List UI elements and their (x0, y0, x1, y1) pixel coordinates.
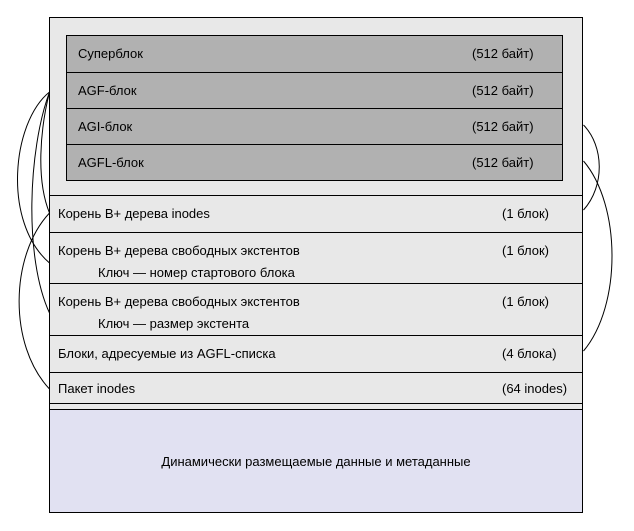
dynamic-data-area: Динамически размещаемые данные и метадан… (50, 409, 582, 512)
agi-block-size: (512 байт) (472, 119, 534, 134)
agfl-addressed-blocks-label: Блоки, адресуемые из AGFL-списка (58, 346, 276, 361)
agf-block-size: (512 байт) (472, 83, 534, 98)
free-extent-btree-root-by-start-row: Корень B+ дерева свободных экстентов Клю… (50, 232, 582, 283)
allocation-group-box: Суперблок (512 байт) AGF-блок (512 байт)… (49, 17, 583, 513)
inode-btree-root-label: Корень B+ дерева inodes (58, 206, 210, 221)
free-extent-btree-root-by-size-key: Ключ — размер экстента (98, 316, 250, 331)
inode-btree-root-size: (1 блок) (502, 206, 550, 221)
agfl-block-size: (512 байт) (472, 155, 534, 170)
agfl-addressed-blocks-size: (4 блока) (502, 346, 557, 361)
inode-btree-root-row: Корень B+ дерева inodes (1 блок) (50, 195, 582, 232)
agf-block-label: AGF-блок (78, 83, 137, 98)
connector-right-agfl-to-agfl-blocks-curve (583, 160, 613, 352)
inode-packet-label: Пакет inodes (58, 381, 136, 396)
superblock-row: Суперблок (512 байт) (67, 36, 562, 72)
free-extent-btree-root-by-start-label: Корень B+ дерева свободных экстентов (58, 243, 300, 258)
free-extent-btree-root-by-size-row: Корень B+ дерева свободных экстентов Клю… (50, 283, 582, 335)
agi-block-label: AGI-блок (78, 119, 133, 134)
free-extent-btree-root-by-size-size: (1 блок) (502, 294, 550, 309)
connector-right-agi-to-inode-root-curve (583, 124, 600, 211)
free-extent-btree-root-by-size-label: Корень B+ дерева свободных экстентов (58, 294, 300, 309)
connector-left-agf-to-extent-root-1-curve (17, 91, 50, 264)
superblock-label: Суперблок (78, 46, 143, 61)
dynamic-data-area-label: Динамически размещаемые данные и метадан… (161, 453, 471, 469)
free-extent-btree-root-by-start-size: (1 блок) (502, 243, 550, 258)
agfl-block-label: AGFL-блок (78, 155, 144, 170)
connector-left-agf-to-extent-root-2-curve (31, 91, 50, 314)
agfl-addressed-blocks-row: Блоки, адресуемые из AGFL-списка (4 блок… (50, 335, 582, 372)
superblock-size: (512 байт) (472, 46, 534, 61)
agfl-block-row: AGFL-блок (512 байт) (67, 144, 562, 180)
agi-block-row: AGI-блок (512 байт) (67, 108, 562, 144)
ag-header-stack: Суперблок (512 байт) AGF-блок (512 байт)… (66, 35, 563, 181)
agf-block-row: AGF-блок (512 байт) (67, 72, 562, 108)
inode-packet-row: Пакет inodes (64 inodes) (50, 372, 582, 404)
inode-packet-size: (64 inodes) (502, 381, 568, 396)
free-extent-btree-root-by-start-key: Ключ — номер стартового блока (98, 265, 295, 280)
connector-left-inode-root-to-inode-packet-curve (18, 212, 50, 390)
